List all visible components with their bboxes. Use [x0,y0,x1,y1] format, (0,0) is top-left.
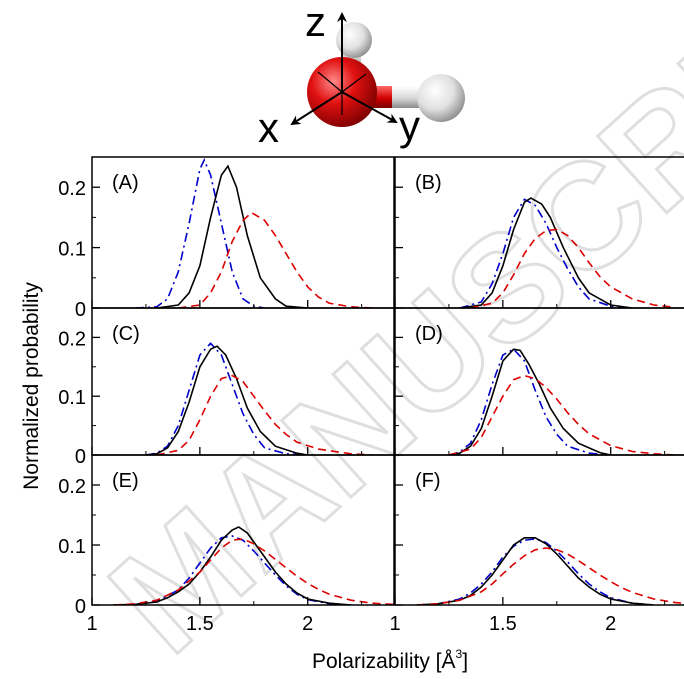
panel-f-xtick-label: 1 [389,613,400,635]
panel-e-label: (E) [112,470,139,492]
panel-b-label: (B) [415,172,442,194]
y-axis-arrow [341,91,398,123]
panel-b-series-dashed [470,228,676,308]
panel-c-series-solid [145,345,308,455]
x-axis-label-close: ] [462,650,468,673]
panel-c-ytick-label: 0.2 [58,328,86,350]
panel-f-series-solid [416,537,654,605]
panel-a-series-dash-dot [135,158,265,308]
panel-d-label: (D) [415,323,443,345]
axis-label-y: y [399,102,420,149]
panel-f-series-dash-dot [416,538,654,605]
x-axis-label-sup: 3 [456,647,463,661]
panel-e-series-dashed [113,538,394,605]
panel-e-ytick-label: 0.1 [58,536,86,558]
hydrogen-atom-right [417,74,465,122]
panels: 0 0.1 0.2 (A) (B) 0 0.1 0.2 (C) (D) 0 0.1 0.2 1 1.5 2 (E… [58,156,684,635]
panel-f-xtick-label: 2 [605,613,616,635]
panel-b-series-dash-dot [459,198,633,308]
panel-e-frame [91,454,395,606]
panel-c-ytick-label: 0.1 [58,387,86,409]
panel-c-series-dashed [156,374,373,455]
panel-f-series-dashed [416,547,684,605]
panel-e-ytick-label: 0 [75,596,86,618]
panel-f: 1 1.5 2 (F) [389,454,684,635]
panel-d-series-dash-dot [448,348,611,455]
panel-a-series-dashed [178,211,373,308]
panel-f-xtick-label: 1.5 [489,613,517,635]
panel-a-ytick-label: 0 [75,299,86,321]
panel-d: (D) [394,307,684,456]
panel-e-xtick-label: 1.5 [186,613,214,635]
panel-a-ytick-label: 0.1 [58,239,86,261]
hydrogen-atom-upper [336,22,372,58]
axis-line-back-1 [317,71,343,93]
panel-f-label: (F) [415,470,441,492]
panel-c-series-dash-dot [145,342,308,455]
panel-a-series-solid [156,164,308,308]
x-axis-arrow [290,91,343,126]
axis-line-back-2 [341,73,367,93]
panel-e-series-solid [113,526,351,605]
panel-f-frame [394,454,684,606]
panel-c: 0 0.1 0.2 (C) [58,307,395,468]
panel-e-xtick-label: 1 [86,613,97,635]
panel-e-series-dash-dot [113,535,351,605]
panel-d-series-dashed [448,374,676,455]
panel-e: 0 0.1 0.2 1 1.5 2 (E) [58,454,395,635]
y-axis-label: Normalized probability [20,282,43,490]
panel-a-ytick-label: 0.2 [58,178,86,200]
axis-label-z: z [305,0,326,45]
panel-e-xtick-label: 2 [302,613,313,635]
panel-a-label: (A) [112,172,139,194]
panel-c-ytick-label: 0 [75,446,86,468]
panel-c-label: (C) [112,323,140,345]
panel-e-ytick-label: 0.2 [58,476,86,498]
panel-d-series-solid [448,348,611,455]
x-axis-label: Polarizability [Å3] [312,647,468,673]
panel-b-series-solid [459,197,633,308]
axis-label-x: x [258,104,279,151]
panel-a: 0 0.1 0.2 (A) [58,156,395,321]
x-axis-label-main: Polarizability [Å [312,650,456,673]
water-molecule-illustration: z x y [258,0,465,151]
